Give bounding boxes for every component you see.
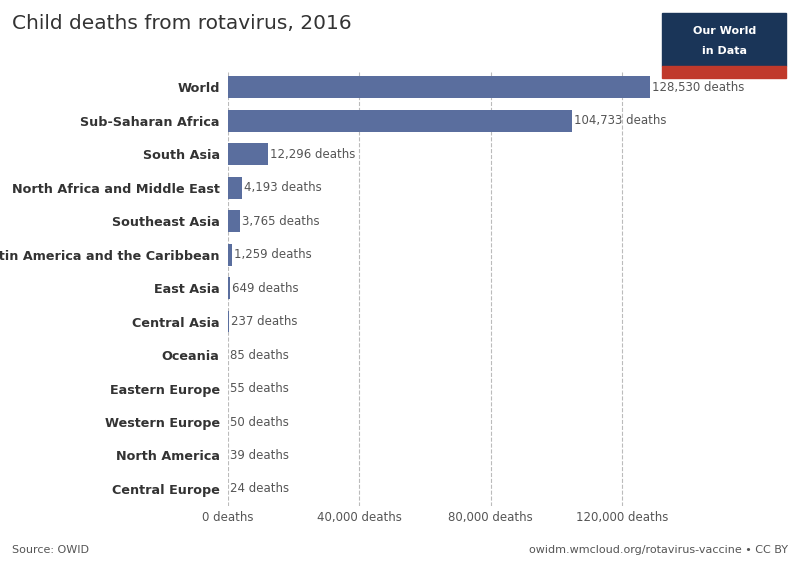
Bar — [228, 244, 232, 266]
Text: Source: OWID: Source: OWID — [12, 545, 89, 555]
Text: in Data: in Data — [702, 46, 747, 56]
Text: Child deaths from rotavirus, 2016: Child deaths from rotavirus, 2016 — [12, 14, 352, 33]
Text: 50 deaths: 50 deaths — [230, 415, 289, 428]
Text: 649 deaths: 649 deaths — [232, 281, 298, 295]
Bar — [228, 76, 650, 98]
Bar — [228, 144, 268, 165]
Text: 4,193 deaths: 4,193 deaths — [244, 181, 322, 194]
Text: 39 deaths: 39 deaths — [230, 449, 289, 462]
Text: 104,733 deaths: 104,733 deaths — [574, 114, 666, 127]
Text: 24 deaths: 24 deaths — [230, 483, 289, 496]
Text: 128,530 deaths: 128,530 deaths — [652, 81, 744, 94]
Text: 3,765 deaths: 3,765 deaths — [242, 215, 320, 228]
Text: 237 deaths: 237 deaths — [230, 315, 298, 328]
Text: 12,296 deaths: 12,296 deaths — [270, 148, 356, 161]
Bar — [662, 13, 786, 66]
Text: 85 deaths: 85 deaths — [230, 349, 289, 362]
Text: 55 deaths: 55 deaths — [230, 382, 289, 395]
Bar — [662, 66, 786, 78]
Bar — [228, 110, 572, 132]
Bar — [228, 177, 242, 199]
Bar — [228, 210, 240, 232]
Bar — [228, 277, 230, 299]
Text: Our World: Our World — [693, 26, 756, 36]
Text: owidm.wmcloud.org/rotavirus-vaccine • CC BY: owidm.wmcloud.org/rotavirus-vaccine • CC… — [529, 545, 788, 555]
Text: 1,259 deaths: 1,259 deaths — [234, 248, 312, 261]
